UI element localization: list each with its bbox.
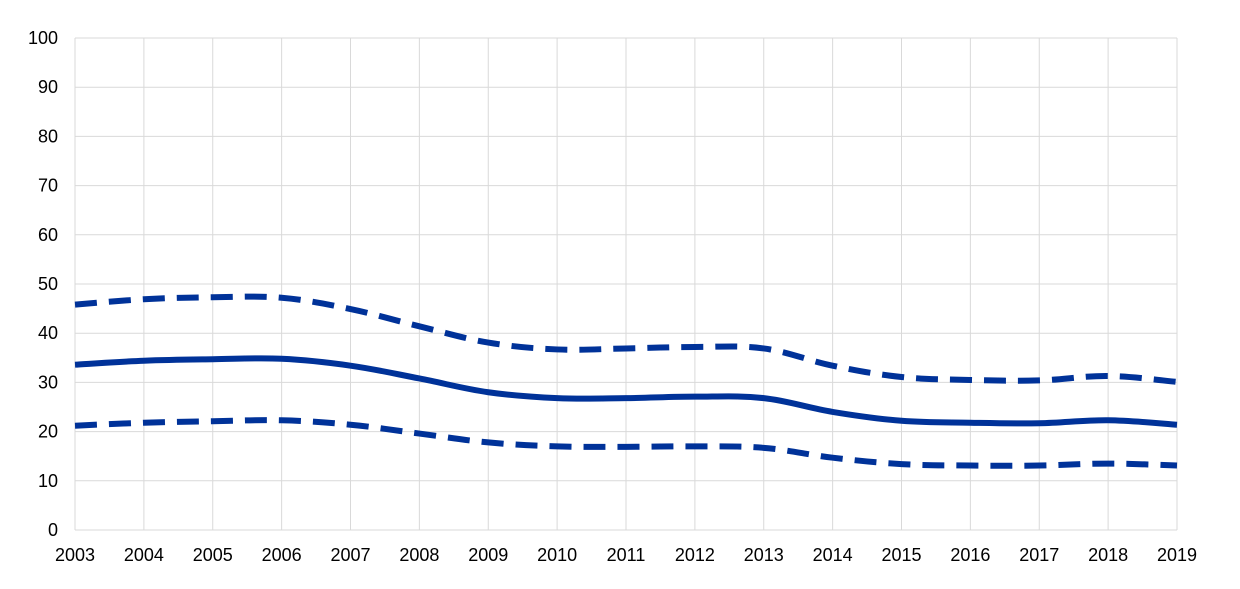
x-tick-label: 2005 xyxy=(193,545,233,565)
x-tick-label: 2009 xyxy=(468,545,508,565)
x-tick-label: 2019 xyxy=(1157,545,1197,565)
x-tick-label: 2004 xyxy=(124,545,164,565)
y-tick-label: 80 xyxy=(38,126,58,146)
series-line-1-dashed xyxy=(74,293,1178,385)
x-tick-label: 2013 xyxy=(744,545,784,565)
x-tick-label: 2017 xyxy=(1019,545,1059,565)
y-tick-label: 60 xyxy=(38,225,58,245)
y-tick-label: 50 xyxy=(38,274,58,294)
series xyxy=(74,293,1178,469)
x-tick-label: 2008 xyxy=(399,545,439,565)
x-tick-label: 2003 xyxy=(55,545,95,565)
y-tick-label: 40 xyxy=(38,323,58,343)
y-tick-label: 0 xyxy=(48,520,58,540)
x-tick-label: 2015 xyxy=(881,545,921,565)
y-tick-label: 10 xyxy=(38,471,58,491)
x-tick-label: 2018 xyxy=(1088,545,1128,565)
x-tick-label: 2007 xyxy=(330,545,370,565)
y-tick-label: 100 xyxy=(28,28,58,48)
x-tick-label: 2006 xyxy=(262,545,302,565)
series-line-3-dashed xyxy=(74,417,1178,469)
x-tick-label: 2014 xyxy=(813,545,853,565)
y-axis-tick-labels: 0 10 20 30 40 50 60 70 80 90 100 xyxy=(28,28,58,540)
x-tick-label: 2010 xyxy=(537,545,577,565)
y-tick-label: 90 xyxy=(38,77,58,97)
y-tick-label: 20 xyxy=(38,422,58,442)
x-tick-label: 2011 xyxy=(607,545,646,565)
grid xyxy=(74,37,1178,531)
y-tick-label: 30 xyxy=(38,372,58,392)
x-tick-label: 2016 xyxy=(950,545,990,565)
axes xyxy=(74,38,1177,531)
x-axis-tick-labels: 2003 2004 2005 2006 2007 2008 2009 2010 2011 2012… xyxy=(55,545,1197,565)
x-tick-label: 2012 xyxy=(675,545,715,565)
y-tick-label: 70 xyxy=(38,176,58,196)
series-line-2-solid xyxy=(74,355,1178,428)
